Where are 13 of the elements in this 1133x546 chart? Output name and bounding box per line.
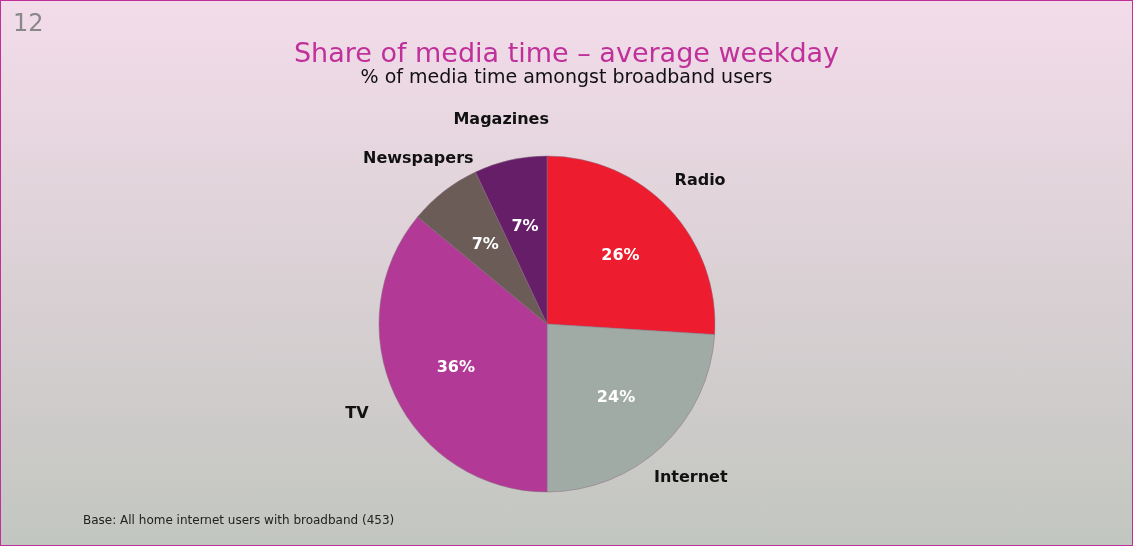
- data-label: 7%: [471, 234, 499, 254]
- data-label: 36%: [436, 356, 475, 376]
- data-label: 26%: [601, 245, 640, 264]
- data-label: 7%: [511, 215, 539, 235]
- data-label: 24%: [596, 387, 636, 407]
- chart-title: Share of media time – average weekday: [293, 37, 840, 68]
- slice-label: TV: [345, 403, 370, 423]
- slice-label: Radio: [674, 170, 726, 190]
- slice-label: Newspapers: [363, 148, 474, 168]
- slice-label: Internet: [653, 467, 728, 487]
- text: 12: [13, 9, 44, 37]
- text: Base: All home internet users with broadband (453): [83, 513, 395, 527]
- slice-label: Magazines: [453, 109, 549, 129]
